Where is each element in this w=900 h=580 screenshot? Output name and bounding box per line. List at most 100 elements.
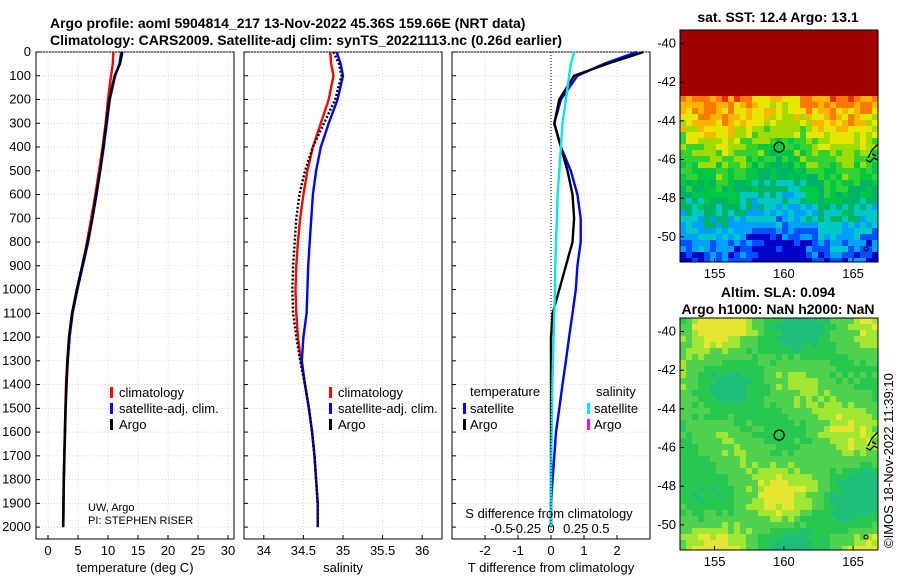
map-cell	[848, 54, 854, 60]
map-cell	[722, 234, 728, 240]
map-cell	[812, 216, 818, 222]
map-cell	[734, 540, 740, 546]
map-cell	[704, 36, 710, 42]
map-cell	[776, 36, 782, 42]
map-cell	[824, 366, 830, 372]
map-cell	[860, 498, 866, 504]
map-cell	[686, 78, 692, 84]
map-cell	[872, 498, 878, 504]
map-cell	[764, 216, 770, 222]
map-cell	[704, 360, 710, 366]
map-cell	[794, 348, 800, 354]
difference-legend: temperature salinity satellite Argo sate…	[463, 384, 638, 432]
map-cell	[836, 54, 842, 60]
map-cell	[800, 360, 806, 366]
map-y-tick-label: -44	[657, 401, 676, 416]
map-cell	[788, 438, 794, 444]
map-cell	[704, 432, 710, 438]
map-cell	[692, 180, 698, 186]
map-cell	[764, 72, 770, 78]
map-cell	[794, 168, 800, 174]
map-cell	[686, 480, 692, 486]
map-cell	[872, 192, 878, 198]
map-cell	[836, 408, 842, 414]
map-cell	[770, 390, 776, 396]
map-cell	[740, 468, 746, 474]
map-cell	[686, 360, 692, 366]
map-cell	[770, 372, 776, 378]
legend-swatch-climatology	[110, 387, 113, 398]
map-cell	[692, 546, 698, 550]
map-cell	[764, 336, 770, 342]
map-cell	[758, 198, 764, 204]
map-cell	[764, 444, 770, 450]
map-cell	[734, 396, 740, 402]
map-cell	[722, 252, 728, 258]
map-cell	[722, 420, 728, 426]
map-cell	[698, 150, 704, 156]
map-cell	[704, 78, 710, 84]
map-cell	[830, 522, 836, 528]
map-cell	[866, 522, 872, 528]
map-cell	[794, 396, 800, 402]
map-cell	[680, 96, 686, 102]
map-cell	[842, 30, 848, 36]
map-cell	[710, 396, 716, 402]
map-cell	[698, 102, 704, 108]
map-cell	[782, 54, 788, 60]
map-cell	[704, 174, 710, 180]
map-cell	[716, 78, 722, 84]
map-cell	[824, 84, 830, 90]
map-cell	[794, 528, 800, 534]
map-cell	[680, 486, 686, 492]
s-tick-label: -0.5	[490, 521, 512, 536]
map-cell	[764, 258, 770, 262]
map-cell	[872, 54, 878, 60]
map-cell	[734, 408, 740, 414]
legend-swatch-s-satellite	[587, 403, 590, 414]
map-cell	[722, 444, 728, 450]
map-cell	[770, 534, 776, 540]
map-cell	[794, 48, 800, 54]
map-cell	[854, 144, 860, 150]
map-cell	[776, 66, 782, 72]
map-cell	[764, 48, 770, 54]
map-cell	[854, 534, 860, 540]
map-cell	[758, 258, 764, 262]
map-cell	[830, 546, 836, 550]
map-cell	[734, 444, 740, 450]
map-cell	[812, 180, 818, 186]
map-cell	[758, 78, 764, 84]
map-cell	[848, 330, 854, 336]
map-cell	[746, 522, 752, 528]
map-cell	[734, 186, 740, 192]
map-cell	[770, 504, 776, 510]
map-cell	[710, 126, 716, 132]
map-cell	[698, 78, 704, 84]
map-cell	[746, 480, 752, 486]
map-cell	[824, 174, 830, 180]
map-cell	[830, 468, 836, 474]
map-cell	[710, 336, 716, 342]
x-tick-label: 35	[336, 543, 350, 558]
map-cell	[722, 216, 728, 222]
map-cell	[824, 378, 830, 384]
map-cell	[806, 36, 812, 42]
map-cell	[854, 54, 860, 60]
map-cell	[740, 186, 746, 192]
map-cell	[746, 132, 752, 138]
map-cell	[830, 318, 836, 324]
map-cell	[866, 438, 872, 444]
map-cell	[836, 522, 842, 528]
map-cell	[758, 360, 764, 366]
map-cell	[734, 162, 740, 168]
map-cell	[794, 498, 800, 504]
map-cell	[818, 48, 824, 54]
map-cell	[860, 540, 866, 546]
map-cell	[698, 516, 704, 522]
map-cell	[794, 72, 800, 78]
map-cell	[836, 204, 842, 210]
map-cell	[722, 132, 728, 138]
map-cell	[692, 48, 698, 54]
map-cell	[818, 210, 824, 216]
